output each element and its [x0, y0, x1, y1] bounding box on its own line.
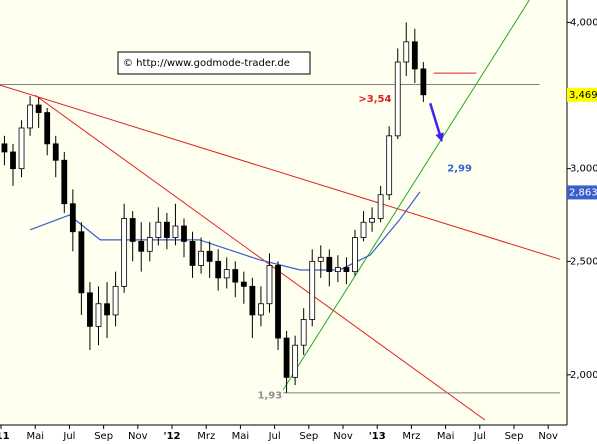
moving-average — [29, 191, 421, 271]
candle-body — [266, 265, 273, 305]
x-tick-label: Sep — [94, 431, 113, 442]
trend-line — [34, 94, 486, 421]
candle-body — [52, 143, 59, 161]
candle-body — [95, 303, 102, 327]
candle-body — [129, 218, 136, 242]
price-label: 3,469 — [569, 90, 597, 101]
trend-line — [0, 84, 561, 260]
x-tick-label: Nov — [538, 431, 558, 442]
x-tick-label: Jul — [473, 431, 486, 442]
candle-body — [258, 303, 264, 316]
candle-body — [386, 135, 393, 196]
candle-body — [223, 269, 230, 279]
x-tick-label: Mrz — [197, 431, 215, 442]
candle-body — [309, 260, 316, 320]
x-tick-label: Mai — [26, 431, 44, 442]
candle-body — [377, 194, 384, 219]
arrow-head — [435, 132, 444, 143]
candle-body — [317, 256, 324, 262]
y-tick-label: 3,000 — [570, 164, 597, 175]
candle-body — [283, 337, 290, 378]
trend-line — [282, 0, 530, 391]
source-box — [117, 51, 311, 75]
candle-body — [352, 237, 358, 273]
candle-body — [61, 159, 68, 205]
y-tick-label: 4,000 — [570, 17, 597, 28]
candle-body — [198, 250, 204, 266]
annotation: 2,99 — [447, 164, 472, 175]
candle-body — [78, 231, 85, 294]
candle-body — [249, 285, 256, 316]
candle-body — [394, 61, 401, 137]
x-tick-label: '12 — [164, 431, 181, 442]
candle-body — [275, 265, 281, 339]
price-box — [567, 87, 597, 102]
candle-body — [172, 225, 179, 238]
candle-body — [104, 303, 110, 316]
candle-body — [138, 241, 145, 252]
x-tick-label: Mai — [437, 431, 455, 442]
candle-body — [240, 281, 247, 287]
candle-body — [27, 104, 33, 129]
x-tick-label: '11 — [0, 431, 10, 442]
candle-body — [10, 151, 16, 170]
candle-body — [420, 68, 427, 96]
candle-body — [121, 218, 128, 287]
candle-body — [44, 112, 51, 145]
x-tick-label: Jul — [62, 431, 75, 442]
candle-body — [35, 104, 42, 113]
candle-body — [403, 41, 410, 63]
candle-body — [215, 260, 222, 279]
candle-body — [300, 319, 307, 346]
candle-body — [181, 225, 187, 242]
x-tick-label: Nov — [128, 431, 148, 442]
candle-body — [87, 292, 93, 327]
candle-body — [146, 237, 153, 252]
price-box — [567, 185, 597, 200]
y-tick-label: 2,000 — [570, 370, 597, 381]
candle-body — [1, 143, 8, 153]
x-tick-label: Jul — [268, 431, 281, 442]
candle-body — [292, 344, 299, 378]
candle-body — [155, 221, 162, 238]
x-tick-label: Nov — [333, 431, 353, 442]
price-label: 2,863 — [569, 187, 597, 198]
x-tick-label: Sep — [505, 431, 524, 442]
source-text: © http://www.godmode-trader.de — [123, 58, 290, 69]
x-tick-label: Mai — [232, 431, 250, 442]
annotation: >3,54 — [358, 94, 391, 105]
candle-body — [163, 221, 170, 238]
candle-body — [69, 203, 76, 233]
candle-body — [343, 267, 350, 273]
candle-body — [326, 256, 333, 273]
candle-body — [206, 250, 213, 262]
candle-body — [112, 285, 119, 316]
x-tick-label: '13 — [369, 431, 386, 442]
annotation: 1,93 — [258, 391, 283, 402]
candle-body — [411, 41, 418, 70]
y-tick-label: 2,500 — [570, 256, 597, 267]
candle-body — [189, 241, 196, 266]
candle-body — [232, 269, 239, 283]
x-tick-label: Mrz — [402, 431, 420, 442]
candle-body — [334, 267, 341, 273]
candle-body — [369, 218, 375, 223]
candle-body — [360, 221, 367, 238]
candle-body — [18, 127, 25, 170]
x-tick-label: Sep — [299, 431, 318, 442]
arrow-shaft — [429, 102, 442, 137]
